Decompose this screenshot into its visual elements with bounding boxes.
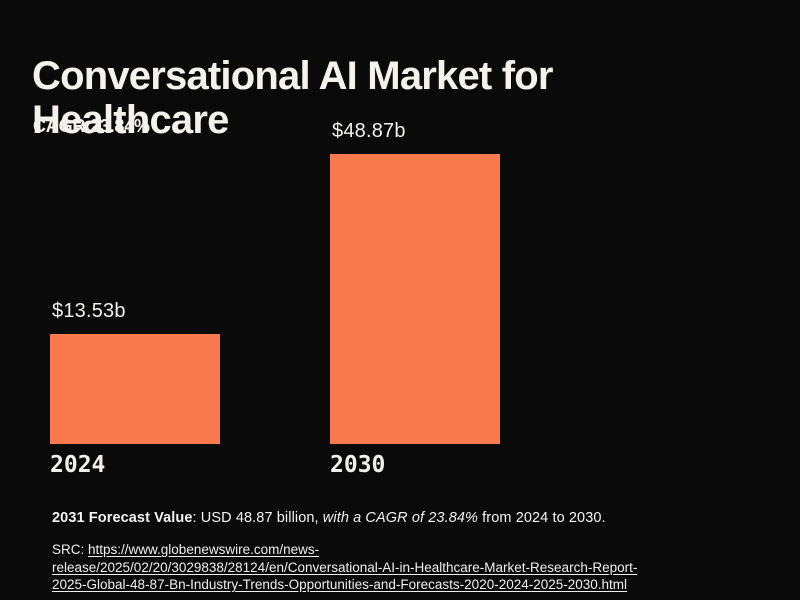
- value-label-2030: $48.87b: [332, 120, 406, 142]
- forecast-note-regular-2: from 2024 to 2030.: [478, 510, 606, 526]
- source-link-line-1[interactable]: https://www.globenewswire.com/news-: [88, 542, 320, 557]
- source-line: SRC: https://www.globenewswire.com/news-…: [52, 541, 637, 594]
- cagr-subtitle: CAGR 23.84%: [33, 116, 150, 136]
- forecast-note-regular-1: : USD 48.87 billion,: [192, 510, 323, 526]
- source-link-line-2[interactable]: release/2025/02/20/3029838/28124/en/Conv…: [52, 559, 638, 575]
- bar-group-2024: $13.53b: [50, 300, 220, 444]
- source-label: SRC:: [52, 542, 89, 557]
- bar-group-2030: $48.87b: [330, 120, 500, 444]
- forecast-note-bold: 2031 Forecast Value: [52, 510, 193, 526]
- axis-label-2024: 2024: [50, 452, 106, 478]
- forecast-note-italic: with a CAGR of 23.84%: [322, 510, 479, 526]
- bar-2030: [330, 154, 500, 444]
- bar-2024: [50, 334, 220, 444]
- value-label-2024: $13.53b: [52, 300, 126, 322]
- forecast-note: 2031 Forecast Value: USD 48.87 billion, …: [52, 510, 606, 526]
- source-link-line-3[interactable]: 2025-Global-48-87-Bn-Industry-Trends-Opp…: [52, 577, 628, 592]
- axis-label-2030: 2030: [330, 452, 386, 478]
- source-link[interactable]: https://www.globenewswire.com/news-relea…: [52, 542, 637, 592]
- page-title: Conversational AI Market for Healthcare: [32, 53, 553, 142]
